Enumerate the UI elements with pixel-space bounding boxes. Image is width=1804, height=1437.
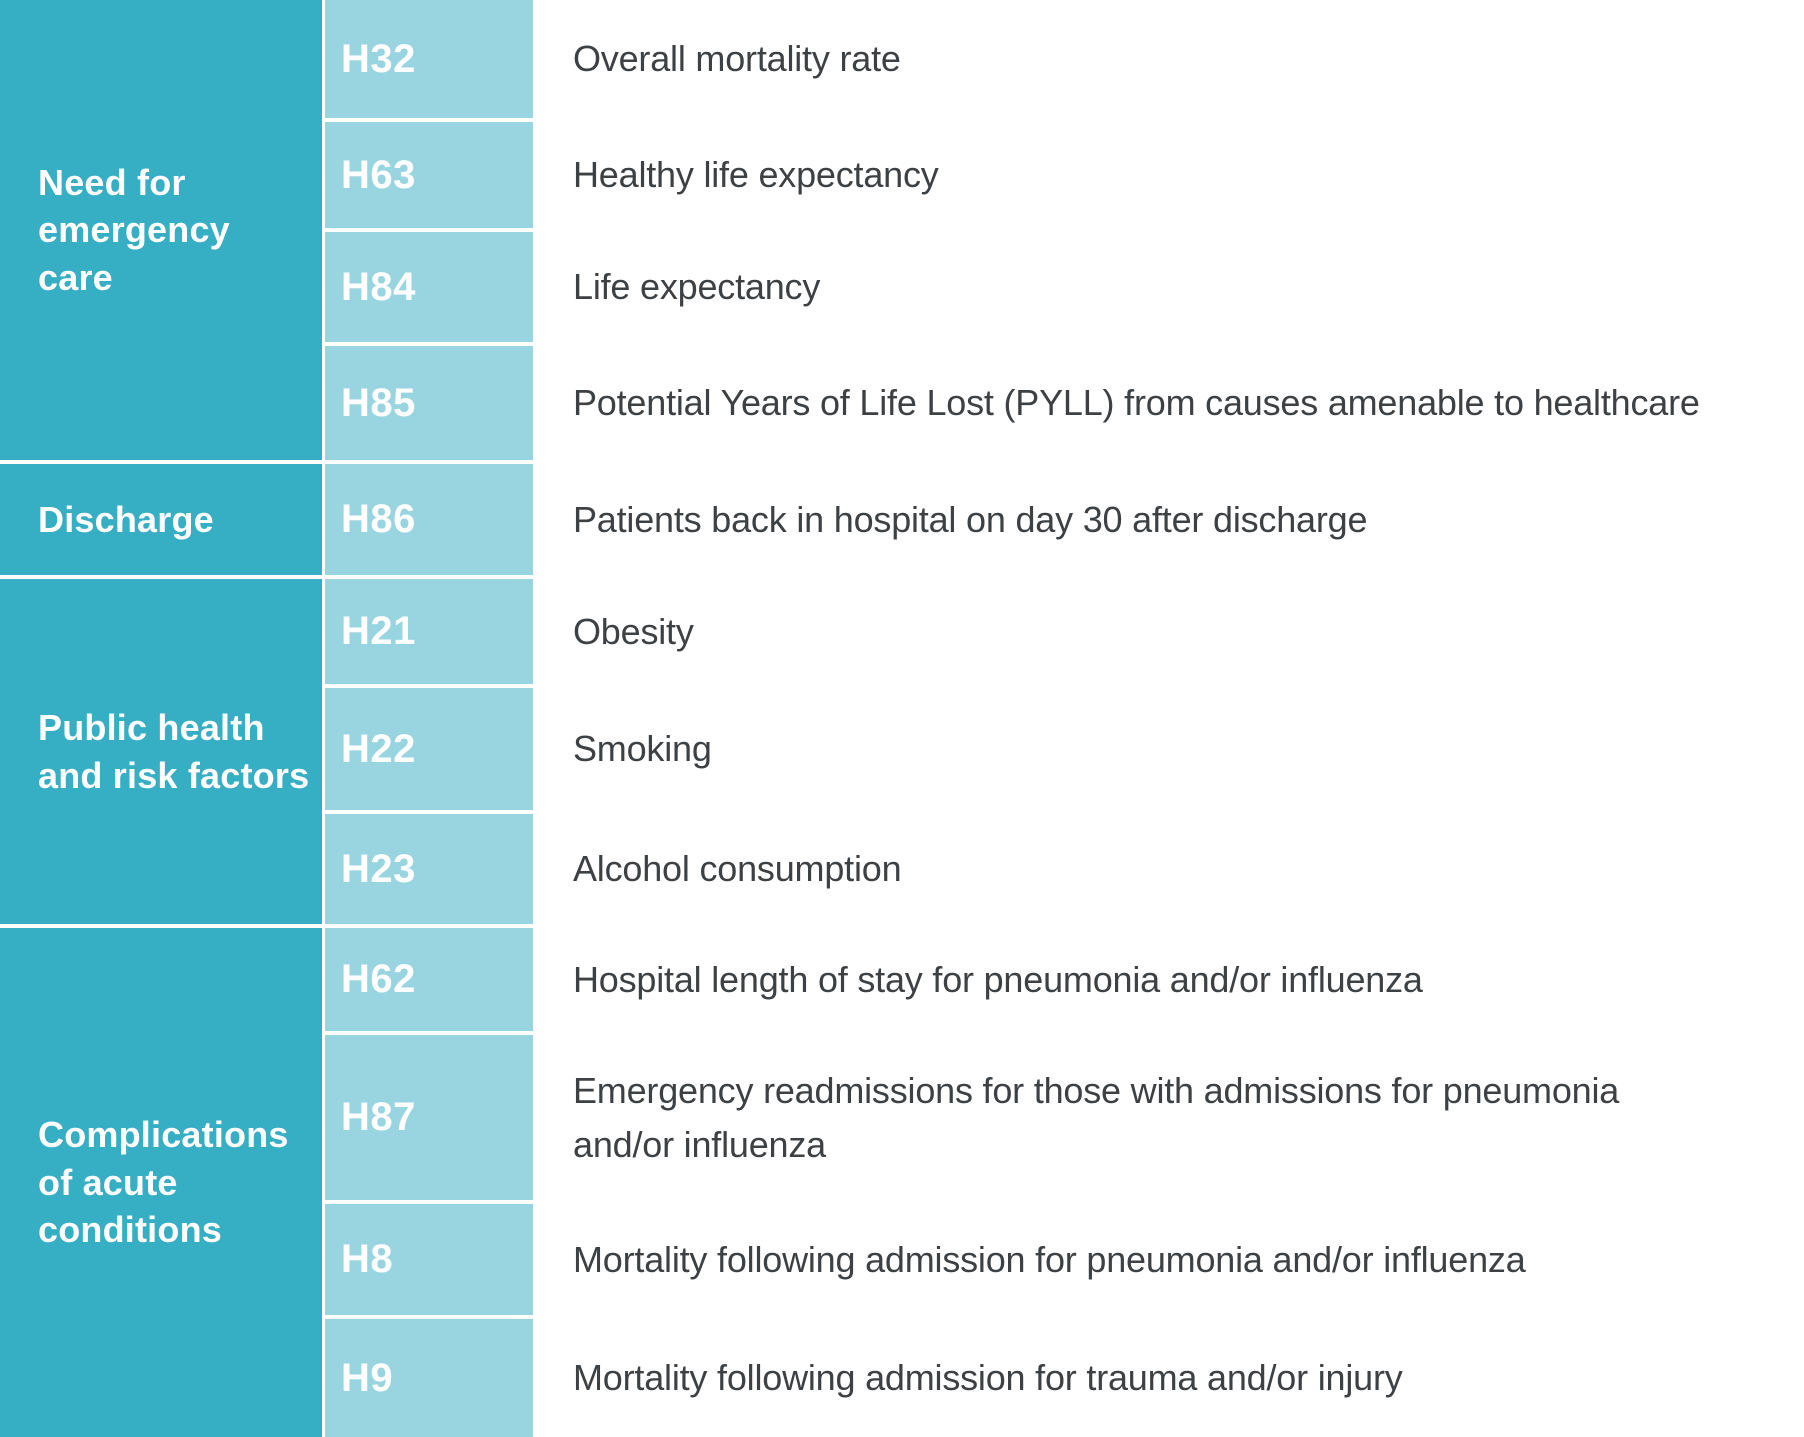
category-label: Need for emergency care <box>38 161 230 298</box>
category-cell-discharge: Discharge <box>0 464 322 575</box>
category-label: Discharge <box>38 498 214 540</box>
description-cell-h85: Potential Years of Life Lost (PYLL) from… <box>536 346 1804 460</box>
description-cell-h8: Mortality following admission for pneumo… <box>536 1204 1804 1315</box>
description-cell-h84: Life expectancy <box>536 232 1804 342</box>
code-cell-h32: H32 <box>325 0 533 118</box>
description-cell-h86: Patients back in hospital on day 30 afte… <box>536 464 1804 575</box>
description-cell-h62: Hospital length of stay for pneumonia an… <box>536 928 1804 1031</box>
code-cell-h86: H86 <box>325 464 533 575</box>
code-cell-h85: H85 <box>325 346 533 460</box>
code-cell-h84: H84 <box>325 232 533 342</box>
category-cell-complications-of-acute-conditions: Complications of acute conditions <box>0 928 322 1437</box>
description-cell-h63: Healthy life expectancy <box>536 122 1804 228</box>
category-cell-public-health-and-risk-factors: Public health and risk factors <box>0 579 322 924</box>
description-cell-h23: Alcohol consumption <box>536 814 1804 924</box>
category-label: Complications of acute conditions <box>38 1114 289 1251</box>
category-cell-need-for-emergency-care: Need for emergency care <box>0 0 322 460</box>
code-cell-h87: H87 <box>325 1035 533 1200</box>
description-cell-h32: Overall mortality rate <box>536 0 1804 118</box>
code-cell-h23: H23 <box>325 814 533 924</box>
code-cell-h8: H8 <box>325 1204 533 1315</box>
code-cell-h9: H9 <box>325 1319 533 1437</box>
code-cell-h63: H63 <box>325 122 533 228</box>
description-cell-h87: Emergency readmissions for those with ad… <box>536 1035 1804 1200</box>
code-cell-h22: H22 <box>325 688 533 810</box>
category-label: Public health and risk factors <box>38 706 310 796</box>
description-cell-h9: Mortality following admission for trauma… <box>536 1319 1804 1437</box>
description-cell-h22: Smoking <box>536 688 1804 810</box>
description-cell-h21: Obesity <box>536 579 1804 684</box>
code-cell-h21: H21 <box>325 579 533 684</box>
code-cell-h62: H62 <box>325 928 533 1031</box>
